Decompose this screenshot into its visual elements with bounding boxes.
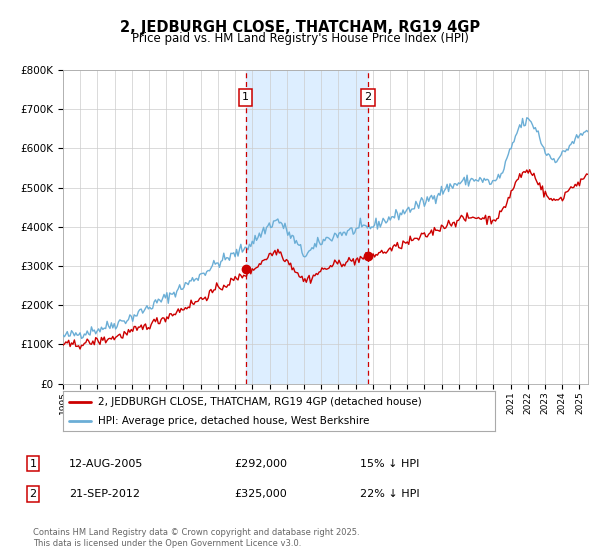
Text: £292,000: £292,000 bbox=[234, 459, 287, 469]
Bar bbox=[246, 70, 368, 384]
Text: 1: 1 bbox=[242, 92, 250, 102]
Text: Price paid vs. HM Land Registry's House Price Index (HPI): Price paid vs. HM Land Registry's House … bbox=[131, 32, 469, 45]
Text: 21-SEP-2012: 21-SEP-2012 bbox=[69, 489, 140, 499]
Text: HPI: Average price, detached house, West Berkshire: HPI: Average price, detached house, West… bbox=[98, 416, 369, 426]
Text: 2, JEDBURGH CLOSE, THATCHAM, RG19 4GP (detached house): 2, JEDBURGH CLOSE, THATCHAM, RG19 4GP (d… bbox=[98, 397, 421, 407]
Text: £325,000: £325,000 bbox=[234, 489, 287, 499]
Text: 22% ↓ HPI: 22% ↓ HPI bbox=[360, 489, 419, 499]
Text: 12-AUG-2005: 12-AUG-2005 bbox=[69, 459, 143, 469]
Text: Contains HM Land Registry data © Crown copyright and database right 2025.
This d: Contains HM Land Registry data © Crown c… bbox=[33, 528, 359, 548]
Text: 1: 1 bbox=[29, 459, 37, 469]
Text: 15% ↓ HPI: 15% ↓ HPI bbox=[360, 459, 419, 469]
Text: 2: 2 bbox=[29, 489, 37, 499]
Text: 2, JEDBURGH CLOSE, THATCHAM, RG19 4GP: 2, JEDBURGH CLOSE, THATCHAM, RG19 4GP bbox=[120, 20, 480, 35]
Text: 2: 2 bbox=[364, 92, 371, 102]
